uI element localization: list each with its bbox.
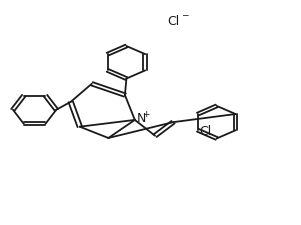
Text: N: N — [136, 112, 146, 125]
Text: Cl: Cl — [200, 124, 212, 137]
Text: +: + — [142, 110, 149, 119]
Text: Cl: Cl — [167, 15, 179, 28]
Text: −: − — [182, 11, 189, 20]
